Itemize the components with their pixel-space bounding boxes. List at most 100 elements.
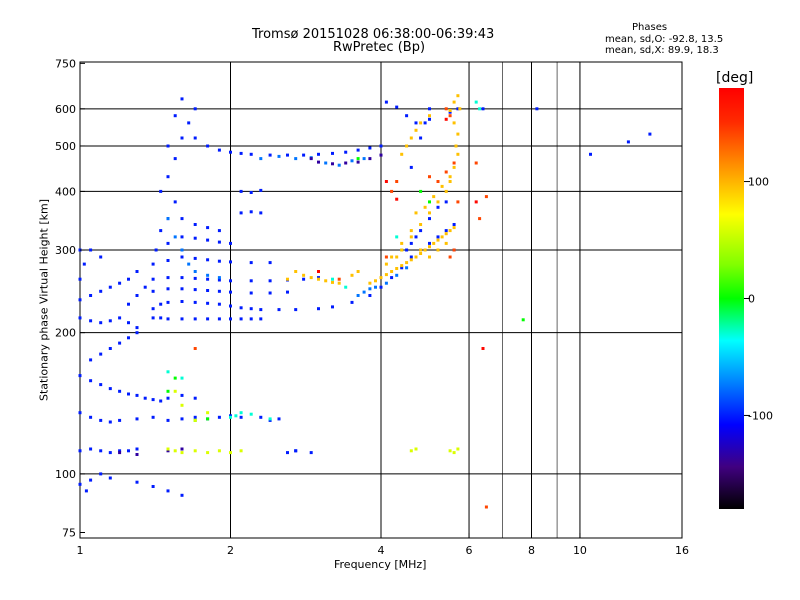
data-point	[159, 302, 163, 306]
data-point	[294, 308, 298, 312]
data-point	[409, 449, 413, 453]
data-point	[193, 256, 197, 260]
data-point	[118, 389, 122, 393]
data-point	[448, 180, 452, 183]
data-point	[180, 493, 184, 497]
data-point	[180, 276, 184, 280]
data-point	[239, 317, 243, 321]
data-point	[409, 165, 413, 169]
data-point	[249, 279, 253, 283]
data-point	[180, 255, 184, 259]
data-point	[151, 398, 155, 402]
data-point	[206, 317, 210, 321]
data-point	[206, 238, 210, 242]
data-point	[350, 159, 354, 163]
data-point	[368, 157, 372, 161]
data-point	[108, 285, 112, 289]
data-point	[166, 259, 170, 262]
data-point	[118, 281, 122, 285]
data-point	[135, 326, 139, 330]
data-point	[89, 478, 93, 482]
data-point	[99, 289, 103, 293]
data-point	[405, 266, 409, 270]
data-point	[180, 451, 184, 455]
data-point	[414, 255, 418, 259]
data-point	[239, 411, 243, 415]
y-tick-label: 600	[55, 103, 76, 116]
data-point	[229, 241, 232, 245]
data-point	[400, 266, 404, 270]
data-point	[454, 144, 458, 148]
data-point	[448, 449, 452, 453]
data-point	[362, 290, 366, 294]
data-point	[414, 447, 418, 451]
data-point	[234, 414, 238, 418]
data-point	[436, 235, 440, 239]
phase-stat-x: mean, sd,X: 89.9, 18.3	[605, 45, 719, 56]
data-point	[414, 121, 418, 125]
data-point	[452, 161, 456, 165]
data-point	[400, 248, 404, 252]
data-point	[286, 277, 289, 281]
data-point	[309, 157, 313, 161]
data-point	[154, 248, 158, 252]
data-point	[317, 270, 320, 273]
phase-title: Phases	[632, 22, 668, 33]
data-point	[400, 264, 404, 268]
data-point	[166, 217, 170, 221]
data-point	[395, 197, 399, 201]
data-point	[419, 248, 423, 252]
data-point	[452, 100, 456, 104]
data-point	[395, 255, 399, 259]
data-point	[384, 273, 388, 277]
data-point	[166, 449, 170, 453]
data-point	[187, 262, 191, 266]
data-point	[356, 160, 360, 164]
data-point	[151, 316, 155, 320]
data-point	[419, 121, 423, 125]
data-point	[135, 447, 139, 451]
data-point	[324, 161, 328, 165]
data-point	[118, 341, 122, 345]
data-point	[384, 180, 388, 183]
data-point	[108, 387, 112, 391]
data-point	[368, 287, 372, 291]
y-tick-label: 200	[55, 327, 76, 340]
data-point	[99, 449, 103, 453]
data-point	[419, 189, 423, 193]
data-point	[217, 259, 221, 263]
data-point	[151, 262, 155, 266]
data-point	[423, 205, 427, 209]
data-point	[448, 255, 452, 259]
data-point	[259, 211, 263, 215]
y-axis-label: Stationary phase Virtual Height [km]	[37, 198, 51, 402]
x-tick-label: 1	[77, 544, 84, 557]
data-point	[127, 449, 130, 453]
data-point	[217, 317, 221, 321]
data-point	[166, 317, 170, 321]
data-point	[259, 308, 263, 312]
data-point	[456, 132, 460, 136]
data-point	[440, 235, 444, 239]
data-point	[166, 396, 170, 400]
data-point	[193, 449, 197, 453]
data-point	[173, 114, 177, 118]
data-point	[414, 235, 418, 239]
data-point	[294, 270, 298, 273]
data-point	[419, 252, 423, 255]
data-point	[180, 217, 184, 221]
data-points	[78, 94, 652, 509]
data-point	[317, 277, 320, 281]
data-point	[368, 146, 372, 150]
data-point	[405, 144, 409, 148]
data-point	[395, 105, 399, 109]
colorbar-tick-label: 100	[748, 176, 769, 189]
data-point	[259, 188, 263, 192]
data-point	[474, 100, 478, 104]
data-point	[193, 347, 197, 350]
data-point	[414, 128, 418, 132]
data-point	[193, 317, 197, 321]
data-point	[456, 94, 460, 98]
data-point	[173, 449, 177, 453]
data-point	[193, 288, 197, 292]
